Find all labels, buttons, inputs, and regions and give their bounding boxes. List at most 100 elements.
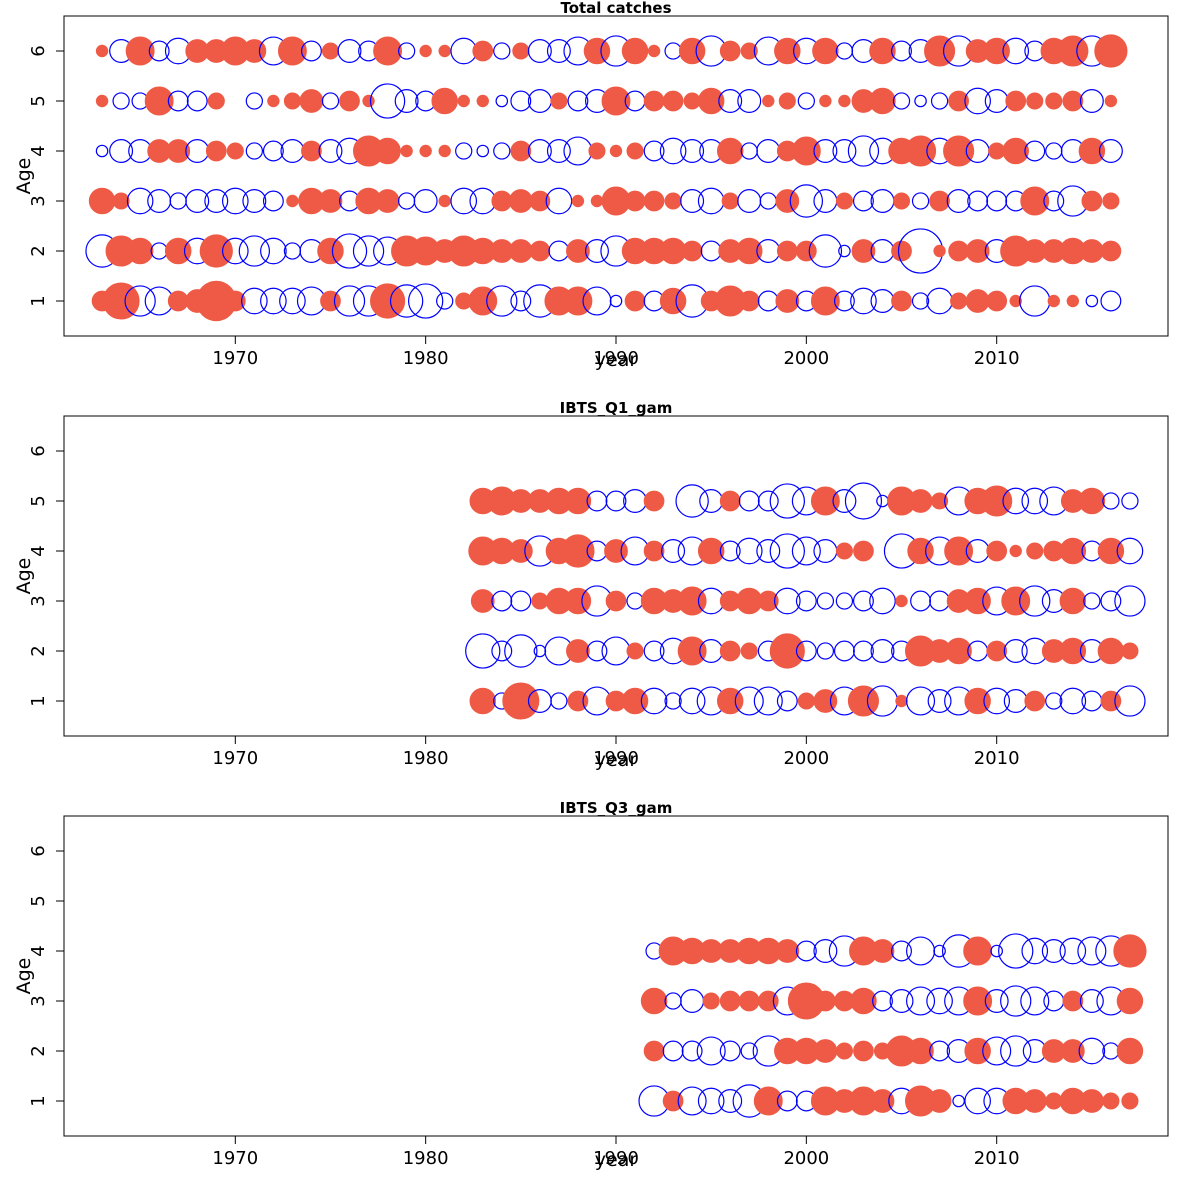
positive-residual-bubble bbox=[851, 239, 876, 263]
positive-residual-bubble bbox=[950, 292, 968, 310]
negative-residual-bubble bbox=[795, 640, 817, 662]
negative-residual-bubble bbox=[680, 189, 705, 213]
negative-residual-bubble bbox=[1002, 487, 1030, 515]
negative-residual-bubble bbox=[718, 1089, 743, 1113]
negative-residual-bubble bbox=[795, 590, 817, 612]
negative-residual-bubble bbox=[813, 139, 838, 163]
positive-residual-bubble bbox=[207, 92, 225, 110]
positive-residual-bubble bbox=[757, 990, 779, 1012]
y-tick-label: 1 bbox=[28, 695, 49, 706]
positive-residual-bubble bbox=[419, 44, 432, 58]
negative-residual-bubble bbox=[964, 1087, 991, 1115]
negative-residual-bubble bbox=[984, 89, 1009, 113]
negative-residual-bubble bbox=[147, 189, 172, 213]
y-tick-label: 5 bbox=[28, 95, 49, 106]
positive-residual-bubble bbox=[529, 240, 551, 262]
positive-residual-bubble bbox=[664, 192, 682, 210]
negative-residual-bubble bbox=[1121, 492, 1139, 510]
negative-residual-bubble bbox=[870, 189, 895, 213]
negative-residual-bubble bbox=[738, 490, 760, 512]
y-tick-label: 5 bbox=[28, 895, 49, 906]
negative-residual-bubble bbox=[906, 936, 936, 966]
positive-residual-bubble bbox=[1079, 1089, 1104, 1113]
negative-residual-bubble bbox=[1045, 142, 1063, 160]
positive-residual-bubble bbox=[702, 992, 720, 1010]
positive-residual-bubble bbox=[697, 537, 725, 565]
positive-residual-bubble bbox=[719, 640, 741, 662]
negative-residual-bubble bbox=[927, 689, 952, 713]
chart-panel: IBTS_Q1_gam 1970 1980 1990 2000 2010 1 2 3 4 5 6 yea… bbox=[0, 400, 1200, 800]
positive-residual-bubble bbox=[469, 687, 496, 715]
positive-residual-bubble bbox=[853, 540, 874, 562]
negative-residual-bubble bbox=[700, 240, 722, 262]
positive-residual-bubble bbox=[907, 1037, 934, 1065]
positive-residual-bubble bbox=[738, 990, 760, 1012]
positive-residual-bubble bbox=[112, 192, 130, 210]
negative-residual-bubble bbox=[675, 484, 709, 518]
positive-residual-bubble bbox=[1009, 294, 1022, 308]
positive-residual-bubble bbox=[318, 189, 343, 213]
y-tick-label: 4 bbox=[28, 545, 49, 556]
chart-panel: Total catches 1970 1980 1990 2000 2010 1 2 3 4 5 6 y… bbox=[0, 0, 1200, 400]
positive-residual-bubble bbox=[373, 36, 403, 66]
negative-residual-bubble bbox=[740, 142, 758, 160]
positive-residual-bubble bbox=[662, 1090, 684, 1112]
positive-residual-bubble bbox=[933, 244, 946, 258]
negative-residual-bubble bbox=[734, 686, 764, 716]
positive-residual-bubble bbox=[605, 590, 627, 612]
positive-residual-bubble bbox=[1097, 637, 1125, 665]
positive-residual-bubble bbox=[775, 939, 800, 963]
positive-residual-bubble bbox=[929, 190, 950, 212]
positive-residual-bubble bbox=[1104, 94, 1118, 108]
negative-residual-bubble bbox=[493, 142, 511, 160]
negative-residual-bubble bbox=[773, 587, 801, 615]
positive-residual-bubble bbox=[944, 536, 974, 566]
positive-residual-bubble bbox=[719, 990, 741, 1012]
negative-residual-bubble bbox=[680, 989, 705, 1013]
chart-title: Total catches bbox=[560, 0, 671, 17]
negative-residual-bubble bbox=[112, 92, 130, 110]
positive-residual-bubble bbox=[757, 590, 779, 612]
bubble-chart: IBTS_Q1_gam 1970 1980 1990 2000 2010 1 2 3 4 5 6 yea… bbox=[13, 400, 1169, 771]
negative-residual-bubble bbox=[926, 287, 953, 315]
negative-residual-bubble bbox=[586, 490, 608, 512]
positive-residual-bubble bbox=[853, 1040, 874, 1062]
positive-residual-bubble bbox=[283, 92, 301, 110]
positive-residual-bubble bbox=[736, 237, 763, 265]
positive-residual-bubble bbox=[769, 633, 805, 669]
negative-residual-bubble bbox=[369, 83, 406, 119]
negative-residual-bubble bbox=[495, 94, 509, 108]
negative-residual-bubble bbox=[1021, 937, 1049, 965]
positive-residual-bubble bbox=[626, 142, 644, 160]
positive-residual-bubble bbox=[810, 486, 840, 516]
positive-residual-bubble bbox=[102, 282, 140, 320]
positive-residual-bubble bbox=[583, 37, 611, 65]
positive-residual-bubble bbox=[795, 240, 817, 262]
positive-residual-bubble bbox=[776, 240, 798, 262]
positive-residual-bubble bbox=[1113, 934, 1147, 968]
negative-residual-bubble bbox=[664, 992, 682, 1010]
negative-residual-bubble bbox=[586, 640, 608, 662]
y-tick-label: 4 bbox=[28, 145, 49, 156]
negative-residual-bubble bbox=[394, 89, 419, 113]
y-tick-label: 1 bbox=[28, 295, 49, 306]
positive-residual-bubble bbox=[753, 1086, 783, 1116]
negative-residual-bubble bbox=[926, 987, 953, 1015]
positive-residual-bubble bbox=[1024, 690, 1046, 712]
negative-residual-bubble bbox=[795, 940, 817, 962]
x-tick-label: 1980 bbox=[403, 348, 449, 369]
positive-residual-bubble bbox=[1078, 137, 1106, 165]
x-tick-label: 2010 bbox=[974, 348, 1020, 369]
positive-residual-bubble bbox=[301, 140, 322, 162]
positive-residual-bubble bbox=[1059, 587, 1087, 615]
positive-residual-bubble bbox=[986, 540, 1008, 562]
y-tick-label: 1 bbox=[28, 1095, 49, 1106]
positive-residual-bubble bbox=[476, 94, 489, 108]
positive-residual-bubble bbox=[626, 642, 644, 660]
positive-residual-bubble bbox=[986, 640, 1008, 662]
negative-residual-bubble bbox=[1083, 592, 1101, 610]
negative-residual-bubble bbox=[697, 187, 725, 215]
negative-residual-bubble bbox=[167, 90, 189, 112]
negative-residual-bubble bbox=[869, 587, 896, 615]
negative-residual-bubble bbox=[221, 237, 249, 265]
